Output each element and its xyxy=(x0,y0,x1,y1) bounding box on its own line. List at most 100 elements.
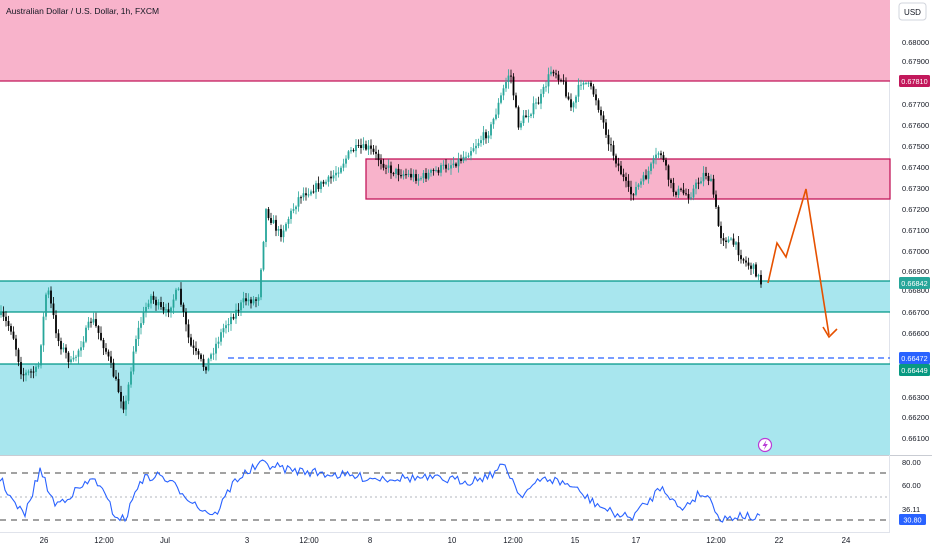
candle xyxy=(430,168,432,177)
candle xyxy=(17,347,20,367)
currency-button[interactable]: USD xyxy=(898,2,927,21)
candle xyxy=(50,286,52,309)
candle xyxy=(732,233,735,247)
candle xyxy=(127,382,130,405)
candle xyxy=(232,313,235,321)
candle xyxy=(150,293,152,309)
candle xyxy=(455,162,457,168)
candle xyxy=(170,306,172,318)
projection-path[interactable] xyxy=(767,188,830,336)
candle xyxy=(610,137,612,152)
price-tick-label: 0.67500 xyxy=(902,142,929,151)
candle xyxy=(165,303,167,317)
demand-zone-lower[interactable] xyxy=(0,364,890,455)
candle xyxy=(62,343,65,353)
candle xyxy=(395,167,397,179)
rsi-line[interactable] xyxy=(0,459,761,523)
candle xyxy=(495,108,497,121)
candlestick-series[interactable] xyxy=(0,66,762,416)
candle xyxy=(117,372,120,394)
candle xyxy=(357,139,360,148)
candle xyxy=(477,138,480,149)
candle xyxy=(727,236,730,244)
candle xyxy=(655,147,657,165)
candle xyxy=(565,77,567,99)
supply-zone-mid[interactable] xyxy=(365,158,891,200)
candle xyxy=(2,306,5,321)
candle xyxy=(35,364,37,377)
candle xyxy=(110,350,112,368)
candle xyxy=(327,175,330,187)
candle xyxy=(302,187,305,201)
candle xyxy=(347,149,350,161)
candle xyxy=(667,164,670,187)
candle xyxy=(530,112,532,119)
candle xyxy=(702,166,705,187)
candle xyxy=(680,187,682,192)
candle xyxy=(315,180,317,199)
candle xyxy=(335,166,337,181)
price-badge-label: 0.66842 xyxy=(901,279,927,288)
price-axis[interactable]: 0.68000 0.67900 0.67700 0.67600 0.67500 0.674… xyxy=(899,38,930,443)
price-badge: 0.66842 xyxy=(899,277,930,289)
demand-zone-upper[interactable] xyxy=(0,281,890,312)
candle xyxy=(692,184,695,201)
projection-drawing[interactable] xyxy=(767,188,838,339)
candle xyxy=(375,145,377,160)
candle xyxy=(120,385,122,409)
candle xyxy=(297,191,300,212)
candle xyxy=(352,148,355,153)
candle xyxy=(742,257,745,264)
candle xyxy=(755,262,757,278)
candle xyxy=(452,156,455,168)
candle xyxy=(695,179,697,195)
candle xyxy=(7,315,10,331)
candle xyxy=(630,180,632,201)
price-tick-label: 0.67900 xyxy=(902,57,929,66)
candle xyxy=(422,169,425,183)
symbol-title: Australian Dollar / U.S. Dollar, 1h, FXC… xyxy=(6,6,159,16)
candle xyxy=(585,81,587,85)
time-axis[interactable]: 26 12:00 Jul 3 12:00 8 10 12:00 15 17 12:00 22 24 xyxy=(40,536,851,545)
candle xyxy=(435,166,437,173)
candle xyxy=(372,144,375,155)
candle xyxy=(605,119,607,138)
candle xyxy=(177,287,180,291)
candle xyxy=(730,236,732,241)
candle xyxy=(425,168,427,183)
projection-arrowhead[interactable] xyxy=(822,326,838,339)
candle xyxy=(545,81,547,92)
candle xyxy=(270,212,272,226)
candle xyxy=(712,174,715,198)
candle xyxy=(715,190,717,210)
candle xyxy=(355,138,357,158)
candle xyxy=(287,216,290,229)
candle xyxy=(240,299,242,317)
candle xyxy=(387,159,390,173)
candle xyxy=(310,189,312,197)
candle xyxy=(67,351,70,369)
candle xyxy=(57,329,60,347)
supply-zone-top[interactable] xyxy=(0,0,890,81)
lightning-icon[interactable] xyxy=(757,437,773,453)
candle xyxy=(685,188,687,196)
candle xyxy=(397,164,400,182)
candle xyxy=(377,149,380,167)
candle xyxy=(25,369,27,382)
candle xyxy=(632,192,635,201)
candle xyxy=(40,344,42,369)
candle xyxy=(622,168,625,182)
candle xyxy=(320,180,322,193)
rsi-pane[interactable] xyxy=(0,456,890,532)
candle xyxy=(485,129,487,144)
candle xyxy=(100,326,102,342)
candle xyxy=(337,167,340,178)
candle xyxy=(22,367,25,382)
candle xyxy=(515,92,517,109)
candle xyxy=(275,215,277,237)
candle xyxy=(470,147,472,161)
candle xyxy=(360,138,362,154)
candle xyxy=(102,337,105,355)
